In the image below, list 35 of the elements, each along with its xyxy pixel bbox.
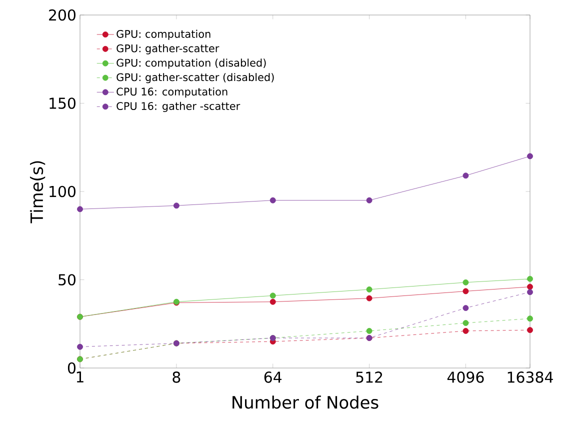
y-tick-label: 0 (68, 362, 76, 374)
point (366, 197, 372, 204)
x-tick-label: 64 (264, 372, 282, 383)
x-axis-title: Number of Nodes (232, 396, 378, 409)
point (462, 288, 469, 294)
point (462, 328, 469, 334)
point (77, 344, 83, 350)
point (366, 286, 372, 292)
point (270, 197, 276, 204)
y-tick-label: 200 (49, 9, 76, 21)
legend-label: GPU: gather-scatter (disabled) (116, 73, 274, 84)
point (462, 172, 469, 179)
y-tick-label: 50 (58, 274, 76, 286)
x-tick-label: 512 (356, 372, 382, 383)
x-tick-label: 1 (76, 372, 84, 382)
legend-label: GPU: computation (116, 30, 210, 40)
point (270, 292, 276, 299)
point (77, 206, 83, 212)
point (462, 320, 469, 326)
point (270, 298, 276, 305)
legend-label: CPU 16: computation (116, 87, 228, 98)
legend-label: GPU: computation (disabled) (116, 58, 266, 69)
x-tick-label: 16384 (508, 372, 553, 383)
point (366, 328, 372, 334)
point (462, 305, 469, 311)
point (462, 279, 469, 286)
point (173, 202, 180, 209)
point (366, 295, 372, 302)
legend-label: CPU 16: gather -scatter (116, 102, 240, 112)
x-tick-label: 4096 (447, 372, 484, 383)
y-tick-label: 150 (50, 98, 76, 109)
y-tick-label: 100 (50, 186, 76, 198)
x-tick-label: 8 (172, 372, 180, 383)
legend-label: GPU: gather-scatter (116, 44, 220, 54)
y-axis-title: Time(s) (30, 161, 46, 224)
